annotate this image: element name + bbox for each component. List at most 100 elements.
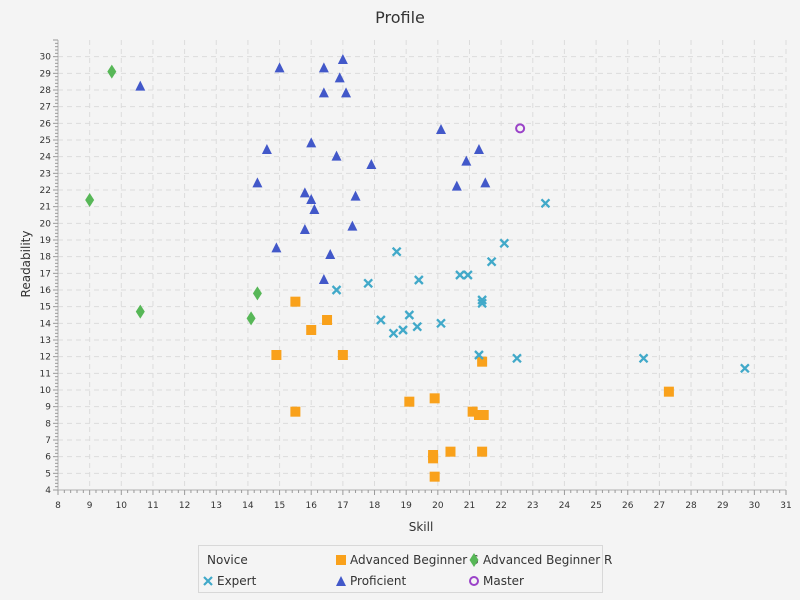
axes: 8 9 10 11 12 13 14 15 16 17 18 19 20 21 22 23 24 25 26 27 28… — [40, 39, 792, 511]
x-tick-label: 16 — [305, 501, 317, 511]
y-tick-label: 9 — [45, 403, 51, 413]
data-point-square — [663, 386, 674, 397]
data-point-x — [486, 256, 497, 267]
y-tick-label: 17 — [40, 269, 51, 279]
x-tick-label: 13 — [211, 501, 222, 511]
x-tick-label: 24 — [559, 501, 571, 511]
data-point-x — [477, 295, 487, 305]
x-tick-label: 14 — [242, 501, 254, 511]
y-tick-label: 28 — [40, 86, 52, 96]
data-point-square — [445, 446, 456, 457]
y-tick-label: 4 — [45, 486, 51, 496]
data-point-triangle — [350, 190, 361, 201]
y-tick-label: 30 — [40, 53, 52, 63]
data-point-triangle — [334, 72, 345, 83]
x-tick-label: 28 — [685, 501, 697, 511]
data-point-triangle — [318, 274, 329, 284]
data-point-triangle — [318, 87, 329, 98]
data-point-triangle — [325, 249, 336, 259]
data-point-diamond — [107, 64, 117, 79]
data-point-x — [414, 275, 424, 285]
x-tick-label: 20 — [432, 501, 444, 511]
y-tick-label: 16 — [40, 286, 52, 296]
data-point-triangle — [435, 124, 446, 134]
y-tick-label: 15 — [40, 303, 51, 313]
data-point-x — [512, 353, 522, 364]
square-marker-icon — [336, 555, 346, 565]
data-point-square — [429, 471, 440, 482]
x-tick-label: 17 — [337, 501, 348, 511]
x-tick-label: 22 — [495, 501, 506, 511]
data-point-triangle — [331, 150, 342, 161]
x-tick-label: 19 — [400, 501, 412, 511]
y-tick-label: 22 — [40, 186, 51, 196]
y-tick-label: 8 — [45, 419, 51, 429]
circle-marker-icon — [469, 576, 479, 586]
data-point-triangle — [461, 155, 472, 166]
data-point-diamond — [252, 286, 262, 301]
data-point-triangle — [306, 137, 317, 148]
data-point-triangle — [473, 144, 484, 154]
legend-label: Advanced Beginner S — [350, 553, 479, 567]
data-point-circle — [515, 123, 526, 134]
x-tick-label: 8 — [55, 501, 61, 511]
x-tick-label: 25 — [590, 501, 601, 511]
y-tick-label: 14 — [40, 319, 52, 329]
y-tick-label: 6 — [45, 453, 51, 463]
data-point-x — [436, 318, 446, 329]
x-tick-label: 29 — [717, 501, 729, 511]
y-tick-label: 24 — [40, 153, 52, 163]
data-point-square — [477, 446, 488, 457]
data-point-x — [499, 238, 510, 249]
x-tick-label: 23 — [527, 501, 538, 511]
data-point-x — [376, 315, 386, 325]
y-tick-label: 25 — [40, 136, 51, 146]
data-point-x — [391, 246, 402, 257]
x-tick-label: 9 — [87, 501, 93, 511]
y-tick-label: 13 — [40, 336, 51, 346]
x-tick-label: 11 — [147, 501, 158, 511]
data-point-x — [331, 285, 342, 295]
data-point-square — [429, 393, 440, 404]
data-points — [85, 54, 750, 482]
data-point-x — [638, 353, 649, 364]
data-point-square — [290, 296, 301, 307]
legend-label: Novice — [207, 553, 248, 567]
y-tick-label: 20 — [40, 219, 52, 229]
legend-label: Master — [483, 574, 524, 588]
data-point-x — [474, 350, 484, 360]
data-point-x — [740, 363, 750, 374]
data-point-diamond — [85, 193, 95, 207]
y-tick-label: 26 — [40, 119, 52, 129]
x-axis-label: Skill — [409, 520, 434, 534]
data-point-triangle — [271, 242, 282, 253]
data-point-triangle — [299, 187, 310, 198]
y-tick-label: 23 — [40, 169, 51, 179]
data-point-triangle — [252, 177, 263, 188]
data-point-x — [463, 270, 473, 280]
data-point-triangle — [318, 62, 329, 73]
data-point-square — [322, 315, 333, 325]
data-point-x — [412, 321, 423, 332]
legend-label: Advanced Beginner R — [483, 553, 613, 567]
data-point-x — [404, 310, 415, 320]
data-point-square — [467, 406, 478, 417]
data-point-diamond — [135, 304, 145, 319]
data-point-diamond — [246, 311, 256, 326]
y-tick-label: 18 — [40, 253, 52, 263]
data-point-square — [271, 350, 282, 360]
data-point-triangle — [366, 159, 377, 169]
data-point-square — [477, 356, 488, 367]
y-tick-label: 5 — [45, 469, 51, 479]
y-tick-label: 7 — [45, 436, 51, 446]
x-tick-label: 26 — [622, 501, 634, 511]
y-tick-label: 12 — [40, 353, 51, 363]
chart-title: Profile — [375, 8, 425, 27]
x-tick-label: 12 — [179, 501, 190, 511]
data-point-square — [290, 406, 301, 417]
y-axis-label: Readability — [19, 231, 33, 298]
y-tick-label: 29 — [40, 69, 52, 79]
data-point-triangle — [274, 62, 285, 73]
data-point-square — [428, 453, 439, 464]
data-point-square — [478, 410, 489, 420]
